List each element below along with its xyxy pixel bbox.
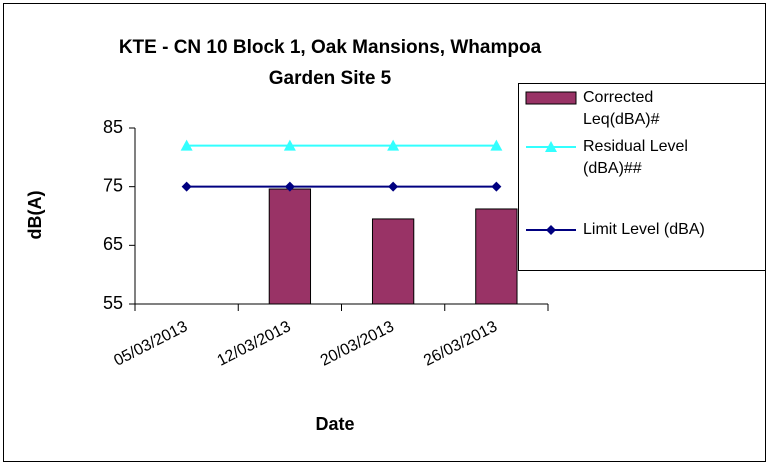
legend-marker: [545, 141, 557, 152]
legend-label: Limit Level (dBA): [583, 221, 705, 238]
marker: [490, 139, 503, 151]
legend-swatch: [525, 91, 577, 105]
legend-label: Corrected Leq(dBA)#: [583, 89, 660, 128]
y-tick-label: 65: [103, 234, 123, 254]
x-axis-label: Date: [315, 414, 354, 434]
chart-title: KTE - CN 10 Block 1, Oak Mansions, Whamp…: [118, 37, 542, 89]
y-tick-label: 85: [103, 117, 123, 137]
y-tick-label: 75: [103, 175, 123, 195]
marker: [491, 181, 502, 192]
legend-marker: [546, 225, 556, 235]
bar: [371, 218, 415, 305]
marker: [283, 139, 296, 151]
y-axis-label: dB(A): [25, 191, 45, 240]
marker: [180, 139, 193, 151]
bar: [268, 188, 312, 305]
marker: [388, 181, 399, 192]
marker: [181, 181, 192, 192]
legend-label: Residual Level (dBA)##: [583, 138, 688, 177]
marker: [387, 139, 400, 151]
marker: [284, 181, 295, 192]
legend-box: [518, 83, 766, 271]
bar: [475, 208, 518, 305]
y-tick-label: 55: [103, 293, 123, 313]
